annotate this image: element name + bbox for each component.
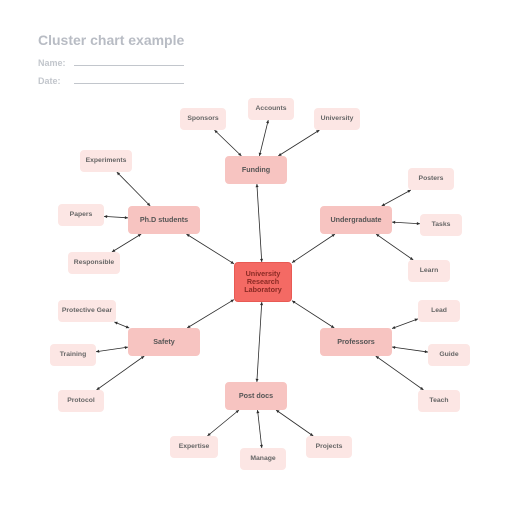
node-safety: Safety	[128, 328, 200, 356]
node-protocol: Protocol	[58, 390, 104, 412]
node-papers: Papers	[58, 204, 104, 226]
node-expertise: Expertise	[170, 436, 218, 458]
date-label: Date:	[38, 76, 61, 86]
node-undergrad: Undergraduate	[320, 206, 392, 234]
node-phd: Ph.D students	[128, 206, 200, 234]
node-funding: Funding	[225, 156, 287, 184]
cluster-chart-canvas: Cluster chart example Name: Date: Univer…	[0, 0, 516, 516]
node-guide: Guide	[428, 344, 470, 366]
node-posters: Posters	[408, 168, 454, 190]
node-training: Training	[50, 344, 96, 366]
node-center: University Research Laboratory	[234, 262, 292, 302]
node-experiments: Experiments	[80, 150, 132, 172]
name-line	[74, 65, 184, 66]
page-title: Cluster chart example	[38, 32, 184, 48]
name-label: Name:	[38, 58, 66, 68]
node-protgear: Protective Gear	[58, 300, 116, 322]
date-line	[74, 83, 184, 84]
node-tasks: Tasks	[420, 214, 462, 236]
node-accounts: Accounts	[248, 98, 294, 120]
node-lead: Lead	[418, 300, 460, 322]
node-sponsors: Sponsors	[180, 108, 226, 130]
node-learn: Learn	[408, 260, 450, 282]
node-teach: Teach	[418, 390, 460, 412]
node-manage: Manage	[240, 448, 286, 470]
node-university: University	[314, 108, 360, 130]
node-professors: Professors	[320, 328, 392, 356]
node-responsible: Responsible	[68, 252, 120, 274]
node-projects: Projects	[306, 436, 352, 458]
node-postdocs: Post docs	[225, 382, 287, 410]
